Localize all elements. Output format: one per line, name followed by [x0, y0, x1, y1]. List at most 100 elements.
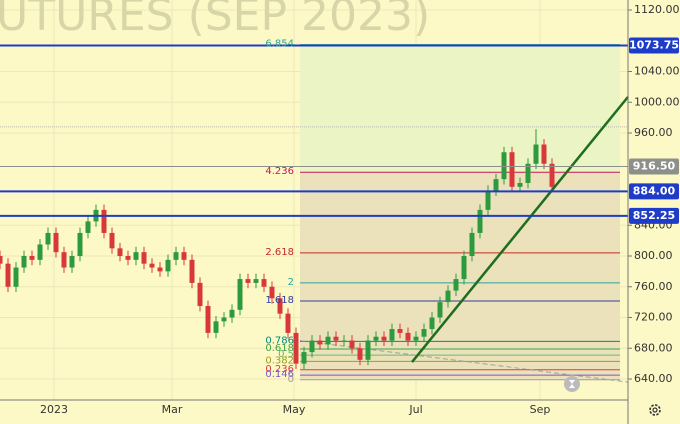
fib-label: 4.236 [265, 166, 294, 177]
candle-body [5, 263, 11, 287]
price-label-box [629, 207, 679, 224]
candle-body [165, 259, 171, 272]
decay-line [299, 340, 629, 383]
candle-body [157, 267, 163, 272]
price-label-box [629, 37, 679, 54]
candle-body [493, 179, 499, 191]
candle-body [469, 232, 475, 256]
candle-body [501, 152, 507, 180]
x-tick-label: Mar [162, 403, 183, 416]
y-tick-label: 1040.00 [634, 65, 680, 78]
fib-label: 0.382 [265, 355, 294, 366]
y-tick-label: 680.00 [634, 341, 673, 354]
candle-body [45, 232, 51, 245]
candle-body [245, 279, 251, 283]
fib-label: 2.618 [265, 247, 294, 258]
candle-body [477, 209, 483, 233]
candle-body [13, 267, 19, 287]
y-tick-label: 800.00 [634, 249, 673, 262]
candle-body [173, 252, 179, 260]
fib-zone-upper [300, 44, 620, 173]
candle-body [293, 332, 299, 364]
candle-body [389, 329, 395, 341]
y-tick-label: 1000.00 [634, 95, 680, 108]
candle-body [309, 340, 315, 353]
candle-body [205, 305, 211, 333]
price-label: 1073.75 [629, 39, 679, 52]
candle-body [109, 232, 115, 249]
candle-body [461, 256, 467, 280]
candle-body [29, 256, 35, 260]
fib-label: 1.618 [265, 295, 294, 306]
price-label-box [629, 158, 679, 175]
price-label: 852.25 [633, 209, 675, 222]
candle-body [333, 336, 339, 341]
candle-body [181, 252, 187, 260]
time-icon[interactable] [564, 376, 580, 392]
candle-body [317, 340, 323, 345]
candle-body [261, 279, 267, 287]
candle-body [53, 232, 59, 253]
candle-body [69, 256, 75, 268]
y-tick-label: 640.00 [634, 372, 673, 385]
fib-label: 0.786 [265, 335, 294, 346]
y-tick-label: 960.00 [634, 126, 673, 139]
candle-body [413, 336, 419, 341]
settings-icon[interactable] [649, 404, 661, 416]
candle-body [285, 313, 291, 333]
price-label: 916.50 [633, 159, 676, 172]
candle-body [373, 336, 379, 341]
candle-body [509, 152, 515, 187]
candle-body [0, 256, 3, 264]
y-tick-label: 720.00 [634, 311, 673, 324]
price-label-box [629, 183, 679, 200]
trendline [411, 96, 629, 363]
candle-body [301, 352, 307, 364]
candle-body [269, 286, 275, 299]
candle-body [117, 248, 123, 256]
candle-body [453, 279, 459, 291]
candle-body [77, 232, 83, 256]
price-label: 884.00 [633, 184, 676, 197]
candle-body [397, 329, 403, 333]
candle-body [341, 340, 347, 342]
candle-body [85, 221, 91, 233]
candle-body [485, 190, 491, 210]
candle-body [149, 263, 155, 268]
candle-body [229, 309, 235, 318]
candle-body [133, 252, 139, 260]
candle-body [541, 144, 547, 164]
fib-label: 0.5 [278, 349, 294, 360]
fib-label: 6.854 [265, 39, 294, 50]
candle-body [349, 340, 355, 349]
candle-body [325, 336, 331, 345]
candle-body [381, 336, 387, 341]
candle-body [445, 290, 451, 303]
candle-body [517, 182, 523, 187]
y-tick-label: 1120.00 [634, 3, 680, 16]
candle-body [525, 163, 531, 183]
candle-body [357, 348, 363, 360]
candle-body [405, 332, 411, 341]
candle-body [277, 298, 283, 314]
candle-body [37, 244, 43, 260]
candle-body [421, 329, 427, 337]
candle-body [533, 144, 539, 164]
y-tick-label: 760.00 [634, 280, 673, 293]
candle-body [141, 252, 147, 264]
x-tick-label: 2023 [40, 403, 68, 416]
candle-body [365, 340, 371, 360]
candle-body [189, 259, 195, 283]
candle-body [61, 252, 67, 268]
candle-body [21, 256, 27, 268]
fib-label: 0.146 [265, 369, 294, 380]
x-tick-label: Jul [408, 403, 422, 416]
fib-label: 0 [288, 374, 294, 385]
candle-body [429, 317, 435, 330]
x-tick-label: Sep [530, 403, 551, 416]
candle-body [549, 163, 555, 187]
candle-body [101, 209, 107, 233]
fib-label: 0.236 [265, 364, 294, 375]
candle-body [125, 256, 131, 260]
